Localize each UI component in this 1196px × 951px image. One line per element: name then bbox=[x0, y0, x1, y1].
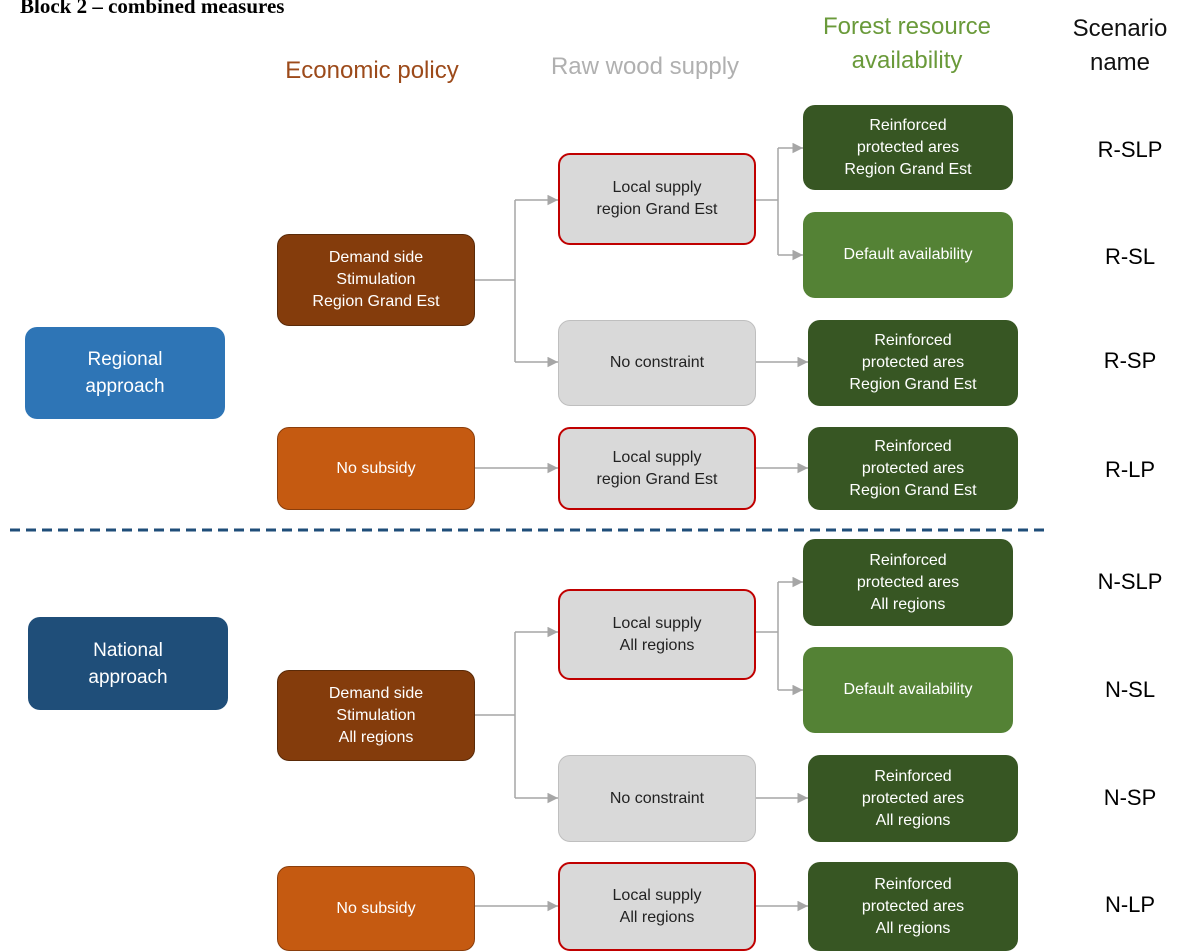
node: Reinforced protected ares Region Grand Est bbox=[808, 320, 1018, 406]
scenario-name: R-SP bbox=[1103, 348, 1157, 373]
node: Local supply All regions bbox=[558, 862, 756, 951]
text-line: Reinforced bbox=[874, 875, 952, 893]
node: Reinforced protected ares All regions bbox=[808, 862, 1018, 951]
scenario-name: N-LP bbox=[1104, 892, 1156, 917]
text-line: Reinforced bbox=[874, 332, 952, 349]
node: Reinforced protected ares Region Grand Est bbox=[803, 105, 1013, 190]
scenario-name: R-SLP bbox=[1097, 137, 1163, 162]
text-line: region Grand Est bbox=[596, 201, 718, 218]
scenario-name: R-SL bbox=[1104, 244, 1156, 269]
text-line: protected ares bbox=[861, 459, 965, 477]
text-line: Demand side bbox=[328, 684, 424, 702]
node: Local supply region Grand Est bbox=[558, 153, 756, 245]
text-line: Economic policy bbox=[285, 57, 459, 84]
node: No subsidy bbox=[277, 427, 475, 510]
text-line: Local supply bbox=[612, 886, 702, 904]
node: Reinforced protected ares All regions bbox=[803, 539, 1013, 626]
text-line: Raw wood supply bbox=[550, 53, 740, 80]
text-line: All regions bbox=[875, 811, 951, 829]
text-line: All regions bbox=[619, 908, 695, 926]
text-line: protected ares bbox=[861, 789, 965, 807]
text-line: protected ares bbox=[861, 897, 965, 915]
text-line: No constraint bbox=[609, 354, 705, 371]
node: Reinforced protected ares Region Grand Est bbox=[808, 427, 1018, 510]
text-line: Local supply bbox=[612, 448, 702, 466]
node: Local supply All regions bbox=[558, 589, 756, 680]
text-line: Default availability bbox=[843, 246, 973, 263]
column-header: Forest resource availability bbox=[823, 10, 991, 78]
column-header: Scenario name bbox=[1073, 12, 1168, 80]
text-line: Reinforced bbox=[869, 551, 947, 569]
text-line: Region Grand Est bbox=[844, 160, 972, 178]
node: No constraint bbox=[558, 320, 756, 406]
scenario-name: N-SLP bbox=[1097, 569, 1163, 594]
text-line: National bbox=[93, 639, 163, 661]
text-line: availability bbox=[851, 47, 963, 74]
node: Demand side Stimulation All regions bbox=[277, 670, 475, 761]
node: Default availability bbox=[803, 212, 1013, 298]
column-header: Economic policy bbox=[285, 54, 458, 88]
column-header: Raw wood supply bbox=[551, 50, 739, 84]
text-line: All regions bbox=[875, 919, 951, 937]
scenario-name: R-LP bbox=[1104, 457, 1156, 482]
text-line: Region Grand Est bbox=[849, 481, 977, 499]
title: Block 2 – combined measures bbox=[20, 0, 285, 18]
text-line: protected ares bbox=[861, 354, 965, 371]
text-line: Region Grand Est bbox=[849, 376, 977, 393]
text-line: region Grand Est bbox=[596, 470, 718, 488]
text-line: Local supply bbox=[612, 614, 702, 632]
text-line: Stimulation bbox=[336, 271, 416, 288]
text-line: approach bbox=[88, 666, 168, 688]
text-line: Stimulation bbox=[336, 706, 416, 724]
text-line: protected ares bbox=[856, 573, 960, 591]
text-line: Reinforced bbox=[874, 437, 952, 455]
text-line: name bbox=[1089, 49, 1151, 76]
node: Local supply region Grand Est bbox=[558, 427, 756, 510]
node: No subsidy bbox=[277, 866, 475, 951]
scenario-name: N-SP bbox=[1103, 785, 1157, 810]
scenario-name: N-SL bbox=[1104, 677, 1156, 702]
node: Reinforced protected ares All regions bbox=[808, 755, 1018, 842]
node: Regional approach bbox=[25, 327, 225, 419]
text-line: Region Grand Est bbox=[312, 293, 440, 310]
node: Demand side Stimulation Region Grand Est bbox=[277, 234, 475, 326]
text-line: Default availability bbox=[843, 681, 973, 698]
node: Default availability bbox=[803, 647, 1013, 733]
text-line: All regions bbox=[619, 636, 695, 654]
text-line: Demand side bbox=[328, 249, 424, 266]
text-line: No subsidy bbox=[336, 899, 416, 917]
text-line: No constraint bbox=[609, 789, 705, 807]
node: National approach bbox=[28, 617, 228, 710]
text-line: Reinforced bbox=[874, 767, 952, 785]
text-line: Scenario bbox=[1072, 15, 1168, 42]
text-line: All regions bbox=[870, 595, 946, 613]
text-line: Reinforced bbox=[869, 116, 947, 134]
text-line: All regions bbox=[338, 728, 414, 746]
text-line: protected ares bbox=[856, 138, 960, 156]
text-line: approach bbox=[85, 376, 165, 397]
text-line: Forest resource bbox=[822, 13, 992, 40]
text-line: Local supply bbox=[612, 179, 702, 196]
text-line: No subsidy bbox=[336, 459, 416, 477]
arrows bbox=[475, 142, 808, 912]
text-line: Regional bbox=[87, 349, 163, 370]
node: No constraint bbox=[558, 755, 756, 842]
